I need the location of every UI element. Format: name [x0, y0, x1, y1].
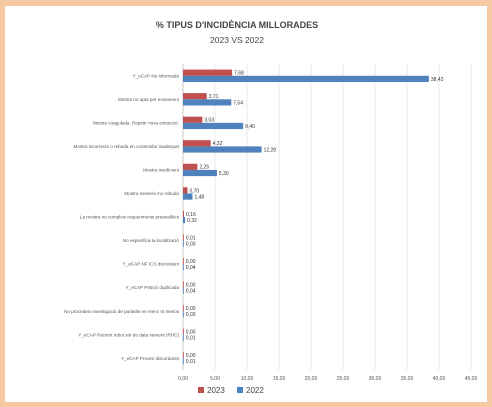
data-label: 0,00 — [186, 306, 196, 312]
bar-2023 — [183, 140, 211, 147]
data-label: 0,00 — [186, 259, 196, 265]
x-tick-label: 25,00 — [337, 376, 350, 382]
data-label: 2,25 — [199, 165, 209, 171]
category-label: La mostra no compleix requeriments prean… — [80, 215, 180, 220]
x-tick-label: 0,00 — [178, 376, 188, 382]
data-label: 3,71 — [209, 94, 219, 100]
data-label: 0,01 — [186, 359, 196, 365]
data-label: 5,30 — [219, 171, 229, 177]
data-label: 0,04 — [186, 265, 196, 271]
bar-2023 — [183, 281, 184, 288]
category-label: Y_eCAP Pacient rebut sol·de data nament … — [78, 332, 179, 337]
legend-label-2022: 2022 — [246, 386, 264, 395]
category-label: Mostra insuficient — [143, 168, 179, 173]
bar-2023 — [183, 163, 198, 170]
x-tick-label: 35,00 — [401, 376, 414, 382]
x-tick-label: 5,00 — [210, 376, 220, 382]
data-label: 0,32 — [187, 218, 197, 224]
data-label: 1,48 — [194, 194, 204, 200]
bar-2023 — [183, 304, 184, 312]
category-label: Mostra coagulada. Repetir nova extracció… — [93, 120, 179, 125]
legend-swatch-2023 — [198, 387, 204, 393]
bar-2022 — [183, 240, 184, 247]
bar-2023 — [183, 116, 203, 123]
chart-panel: % TIPUS D'INCIDÈNCIA MILLORADES 2023 VS … — [5, 6, 487, 402]
category-label: No procedeix investigació de paràsits en… — [64, 309, 180, 314]
x-tick-label: 15,00 — [273, 376, 286, 382]
data-label: 3,03 — [204, 118, 214, 124]
data-label: 0,04 — [186, 289, 196, 295]
x-tick-label: 10,00 — [241, 376, 254, 382]
bar-2023 — [183, 257, 184, 265]
bar-2023 — [183, 328, 184, 335]
data-label: 7,68 — [234, 71, 244, 77]
bar-2022 — [183, 264, 184, 271]
chart-title: % TIPUS D'INCIDÈNCIA MILLORADES — [156, 20, 318, 30]
data-label: 0,00 — [186, 329, 196, 335]
bar-chart: % TIPUS D'INCIDÈNCIA MILLORADES 2023 VS … — [64, 20, 478, 395]
bar-2022 — [183, 193, 193, 200]
data-label: 0,03 — [186, 242, 196, 248]
x-tick-label: 30,00 — [369, 376, 382, 382]
category-label: Y_eCAP Proves discordants — [121, 356, 180, 361]
data-label: 0,00 — [186, 353, 196, 359]
data-label: 12,28 — [264, 147, 277, 153]
x-tick-label: 40,00 — [433, 376, 446, 382]
bar-2022 — [183, 75, 429, 82]
legend-swatch-2022 — [237, 387, 243, 393]
category-label: Mostra sense/a mo rebuda — [124, 191, 179, 196]
data-label: 4,32 — [213, 141, 223, 147]
data-label: 0,01 — [186, 235, 196, 241]
bar-2022 — [183, 169, 217, 177]
bar-2022 — [183, 217, 186, 224]
category-label: Mostra no apta per enviament — [118, 97, 180, 102]
data-label: 38,42 — [431, 77, 444, 83]
bar-2023 — [183, 187, 188, 194]
data-label: 0,16 — [186, 212, 196, 218]
bar-2022 — [183, 334, 184, 341]
category-label: No especifica la localització — [123, 238, 180, 243]
data-label: 7,54 — [233, 100, 243, 106]
bar-2023 — [183, 210, 185, 217]
data-label: 0,01 — [186, 336, 196, 342]
data-label: 0,03 — [186, 312, 196, 318]
bar-2022 — [183, 287, 184, 294]
bar-2022 — [183, 146, 262, 153]
bar-2022 — [183, 358, 184, 365]
bar-2023 — [183, 234, 184, 241]
legend-label-2023: 2023 — [207, 386, 225, 395]
bar-2023 — [183, 69, 233, 76]
chart-subtitle: 2023 VS 2022 — [210, 35, 264, 45]
bar-2022 — [183, 311, 184, 318]
category-label: Mostra incorrecte o rebuda en contenidor… — [74, 144, 180, 149]
data-label: 0,70 — [189, 188, 199, 194]
x-tick-label: 20,00 — [305, 376, 318, 382]
category-label: Y_eCAP Petició duplicada — [125, 285, 179, 290]
data-label: 9,40 — [245, 124, 255, 130]
bar-2022 — [183, 99, 232, 106]
category-label: Y_eCAP NF ICS discordant — [123, 262, 180, 267]
category-label: Y_eCAP No informada — [133, 73, 180, 78]
data-label: 0,00 — [186, 282, 196, 288]
bar-2023 — [183, 93, 207, 100]
bar-2022 — [183, 122, 244, 130]
bar-2023 — [183, 352, 184, 359]
x-tick-label: 45,00 — [465, 376, 478, 382]
